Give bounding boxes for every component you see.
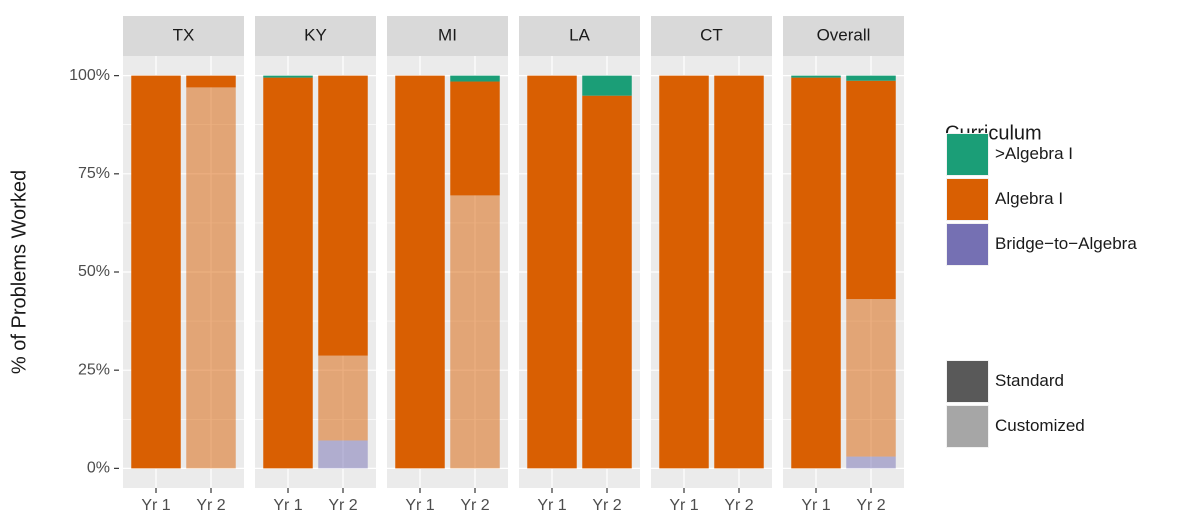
legend-swatch <box>947 361 988 402</box>
bar-segment <box>791 77 841 469</box>
bar-segment <box>318 440 368 469</box>
y-tick-label: 50% <box>78 263 110 280</box>
strip <box>123 16 244 56</box>
bar-segment <box>450 75 500 82</box>
strip <box>255 16 376 56</box>
legend-swatch <box>947 134 988 175</box>
y-tick-label: 25% <box>78 361 110 378</box>
bar-segment <box>791 75 841 78</box>
y-tick-label: 100% <box>69 67 110 84</box>
x-tick-label: Yr 1 <box>405 497 434 514</box>
legend-label: >Algebra I <box>995 144 1073 163</box>
y-tick-label: 75% <box>78 165 110 182</box>
bar-segment <box>186 75 236 88</box>
bar-segment <box>846 299 896 457</box>
x-tick-label: Yr 1 <box>801 497 830 514</box>
bar-segment <box>582 75 632 96</box>
bar-segment <box>714 75 764 469</box>
bar-segment <box>846 80 896 300</box>
bar-segment <box>846 75 896 81</box>
legend-label: Customized <box>995 416 1085 435</box>
bar-segment <box>131 75 181 469</box>
x-tick-label: Yr 1 <box>669 497 698 514</box>
y-tick-label: 0% <box>87 460 110 477</box>
x-tick-label: Yr 2 <box>592 497 621 514</box>
x-tick-label: Yr 2 <box>460 497 489 514</box>
legend-swatch <box>947 406 988 447</box>
bar-segment <box>582 95 632 469</box>
bar-segment <box>846 456 896 469</box>
legend-label: Bridge−to−Algebra <box>995 234 1137 253</box>
legend-label: Algebra I <box>995 189 1063 208</box>
y-axis-label: % of Problems Worked <box>8 170 30 374</box>
strip-label: Overall <box>817 25 871 44</box>
strip-label: CT <box>700 25 723 44</box>
bar-segment <box>263 77 313 469</box>
x-tick-label: Yr 2 <box>328 497 357 514</box>
bar-segment <box>659 75 709 469</box>
bar-segment <box>527 75 577 469</box>
strip <box>519 16 640 56</box>
x-tick-label: Yr 2 <box>724 497 753 514</box>
legend-label: Standard <box>995 371 1064 390</box>
bar-segment <box>263 75 313 78</box>
strip-label: MI <box>438 25 457 44</box>
strip-label: TX <box>173 25 195 44</box>
x-tick-label: Yr 1 <box>141 497 170 514</box>
strip <box>387 16 508 56</box>
bar-segment <box>450 195 500 469</box>
x-tick-label: Yr 2 <box>196 497 225 514</box>
x-tick-label: Yr 1 <box>537 497 566 514</box>
strip <box>651 16 772 56</box>
strip <box>783 16 904 56</box>
bar-segment <box>318 355 368 441</box>
bar-segment <box>395 75 445 469</box>
bar-segment <box>318 75 368 356</box>
x-tick-label: Yr 1 <box>273 497 302 514</box>
legend-swatch <box>947 224 988 265</box>
legend-swatch <box>947 179 988 220</box>
bar-segment <box>186 87 236 469</box>
strip-label: LA <box>569 25 590 44</box>
strip-label: KY <box>304 25 327 44</box>
bar-segment <box>450 81 500 196</box>
x-tick-label: Yr 2 <box>856 497 885 514</box>
